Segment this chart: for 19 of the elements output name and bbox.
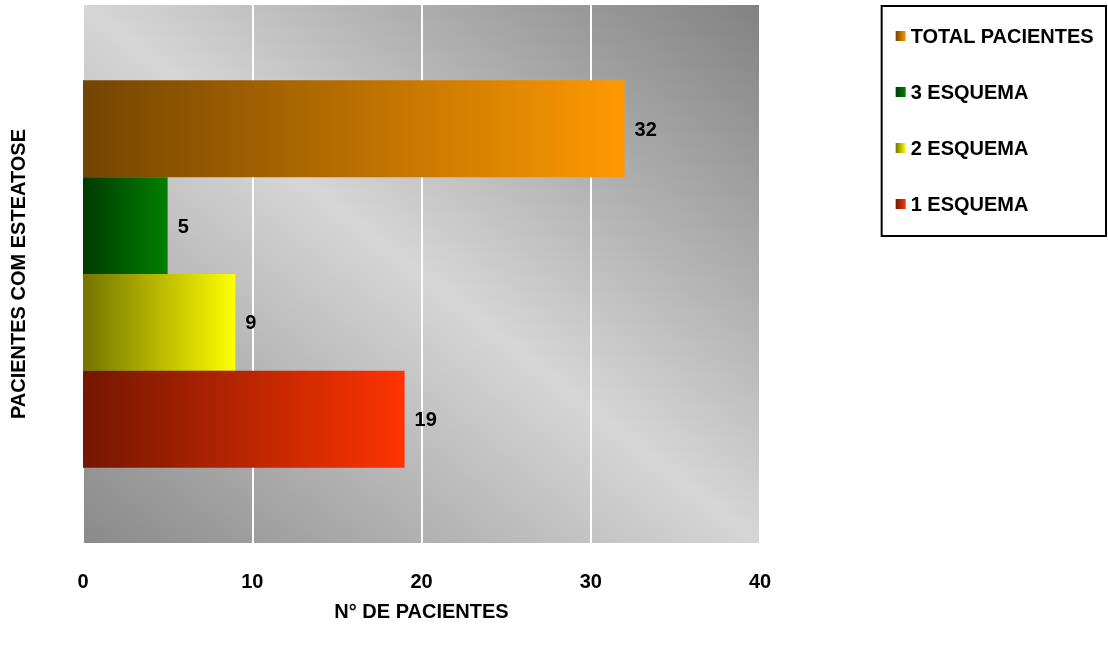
bar [83,80,625,178]
x-tick-label: 0 [77,570,89,592]
x-tick-label: 10 [241,570,264,592]
data-label: 19 [414,408,437,431]
data-label: 32 [634,117,657,140]
legend-label: 3 ESQUEMA [910,81,1029,103]
bar [83,370,405,468]
x-tick-label: 30 [579,570,602,592]
x-tick-label: 20 [410,570,433,592]
legend-label: 2 ESQUEMA [910,137,1029,159]
data-label: 9 [245,311,257,334]
legend-label: TOTAL PACIENTES [910,25,1094,47]
data-label: 5 [177,214,189,237]
x-tick-label: 40 [748,570,772,592]
bar [83,274,236,371]
y-axis-title: PACIENTES COM ESTEATOSE [7,128,29,420]
bar [83,177,168,274]
x-axis-title: N° DE PACIENTES [334,600,509,622]
legend-label: 1 ESQUEMA [910,193,1029,215]
